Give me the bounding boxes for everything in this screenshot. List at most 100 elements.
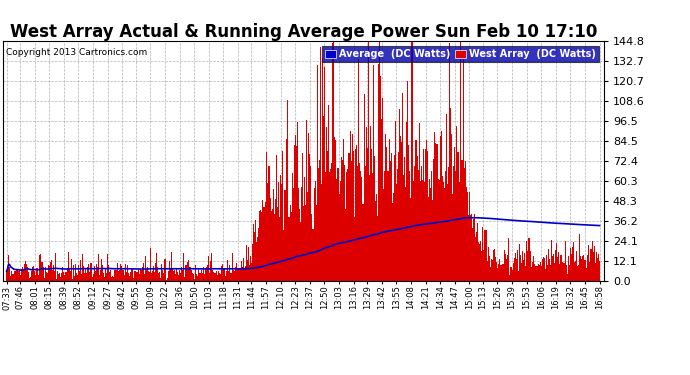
Bar bbox=[556, 243, 558, 281]
Bar bbox=[456, 126, 457, 281]
Bar bbox=[254, 232, 255, 281]
Bar bbox=[473, 219, 474, 281]
Bar bbox=[14, 271, 15, 281]
Bar bbox=[199, 273, 200, 281]
Bar bbox=[153, 266, 154, 281]
Bar bbox=[377, 216, 378, 281]
Bar bbox=[390, 161, 391, 281]
Bar bbox=[193, 274, 194, 281]
Bar bbox=[225, 276, 226, 281]
Bar bbox=[168, 261, 170, 281]
Bar bbox=[111, 276, 112, 281]
Bar bbox=[351, 161, 352, 281]
Bar bbox=[356, 145, 357, 281]
Bar bbox=[105, 268, 106, 281]
Bar bbox=[433, 159, 435, 281]
Bar bbox=[280, 175, 282, 281]
Bar bbox=[364, 165, 366, 281]
Bar bbox=[100, 270, 101, 281]
Bar bbox=[196, 274, 197, 281]
Bar bbox=[571, 254, 572, 281]
Bar bbox=[81, 274, 82, 281]
Bar bbox=[506, 259, 507, 281]
Bar bbox=[499, 260, 500, 281]
Bar bbox=[476, 232, 477, 281]
Bar bbox=[496, 262, 497, 281]
Bar bbox=[28, 272, 29, 281]
Bar bbox=[531, 267, 533, 281]
Bar bbox=[166, 278, 168, 281]
Bar bbox=[528, 238, 529, 281]
Bar bbox=[509, 274, 511, 281]
Bar bbox=[268, 166, 270, 281]
Bar bbox=[174, 270, 175, 281]
Bar bbox=[231, 273, 233, 281]
Bar bbox=[345, 209, 346, 281]
Bar bbox=[121, 270, 123, 281]
Bar bbox=[6, 271, 7, 281]
Bar bbox=[517, 250, 518, 281]
Bar bbox=[502, 264, 503, 281]
Bar bbox=[276, 155, 277, 281]
Bar bbox=[310, 166, 311, 281]
Bar bbox=[398, 152, 399, 281]
Bar bbox=[374, 156, 375, 281]
Bar bbox=[293, 188, 294, 281]
Bar bbox=[353, 151, 354, 281]
Bar bbox=[420, 181, 421, 281]
Bar bbox=[490, 267, 491, 281]
Bar bbox=[270, 211, 272, 281]
Bar bbox=[323, 116, 324, 281]
Bar bbox=[213, 272, 215, 281]
Bar bbox=[82, 254, 83, 281]
Bar bbox=[493, 251, 494, 281]
Bar bbox=[13, 274, 14, 281]
Bar bbox=[555, 250, 556, 281]
Bar bbox=[298, 188, 299, 281]
Bar bbox=[149, 272, 150, 281]
Bar bbox=[350, 131, 351, 281]
Bar bbox=[441, 131, 442, 281]
Bar bbox=[405, 187, 406, 281]
Bar bbox=[357, 166, 358, 281]
Bar bbox=[175, 274, 176, 281]
Bar bbox=[447, 184, 448, 281]
Bar bbox=[446, 114, 447, 281]
Bar bbox=[349, 153, 350, 281]
Bar bbox=[373, 65, 374, 281]
Bar bbox=[522, 251, 523, 281]
Bar bbox=[90, 263, 92, 281]
Bar bbox=[469, 192, 470, 281]
Bar bbox=[599, 261, 600, 281]
Bar bbox=[124, 275, 125, 281]
Bar bbox=[326, 128, 327, 281]
Bar bbox=[527, 251, 528, 281]
Bar bbox=[279, 217, 280, 281]
Bar bbox=[290, 211, 292, 281]
Bar bbox=[498, 264, 499, 281]
Bar bbox=[368, 175, 370, 281]
Bar bbox=[72, 265, 74, 281]
Bar bbox=[501, 265, 502, 281]
Bar bbox=[203, 267, 204, 281]
Bar bbox=[32, 267, 33, 281]
Bar bbox=[277, 207, 278, 281]
Bar bbox=[244, 269, 245, 281]
Bar bbox=[258, 228, 259, 281]
Bar bbox=[529, 238, 531, 281]
Bar bbox=[503, 264, 504, 281]
Bar bbox=[94, 266, 95, 281]
Bar bbox=[486, 261, 488, 281]
Bar bbox=[51, 260, 52, 281]
Bar bbox=[294, 145, 295, 281]
Bar bbox=[79, 271, 80, 281]
Bar bbox=[108, 266, 109, 281]
Bar bbox=[202, 273, 203, 281]
Bar bbox=[152, 271, 153, 281]
Bar bbox=[119, 264, 121, 281]
Bar bbox=[455, 171, 456, 281]
Bar bbox=[505, 254, 506, 281]
Bar bbox=[76, 273, 77, 281]
Bar bbox=[180, 273, 181, 281]
Bar bbox=[195, 265, 196, 281]
